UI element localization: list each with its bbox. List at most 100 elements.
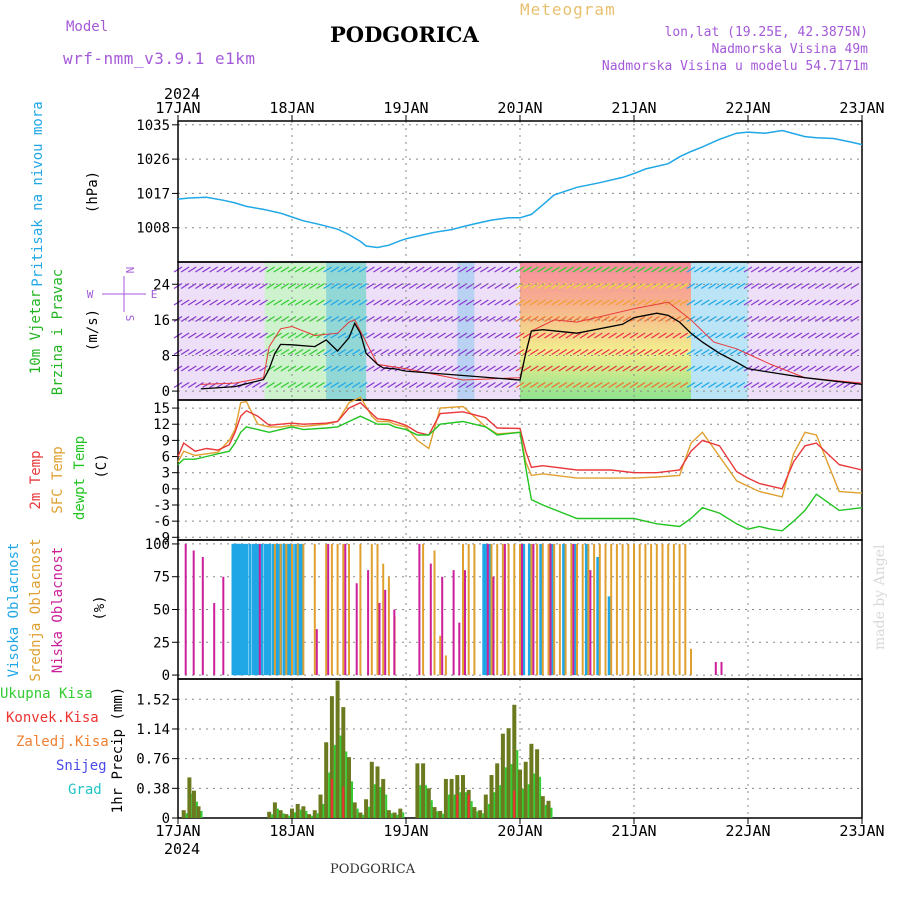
wind-barb: [814, 282, 824, 290]
wind-barb: [558, 348, 568, 356]
precip-bar-total: [375, 766, 380, 818]
precip-bar-total-edge: [288, 815, 291, 818]
wind-barb: [366, 381, 375, 389]
meteogram-label: Meteogram: [520, 0, 616, 19]
wind-barb: [807, 381, 817, 389]
wind-barb: [301, 282, 311, 290]
wind-barb: [715, 332, 724, 339]
wind-barb: [850, 299, 860, 306]
wind-barb: [679, 282, 689, 290]
wind-barb: [693, 266, 703, 273]
wind-barb: [480, 315, 489, 323]
y-tick-label: 12: [153, 417, 170, 433]
wind-barb: [209, 348, 218, 356]
wind-barb: [451, 381, 461, 389]
wind-barb: [373, 332, 382, 339]
wind-barb: [594, 315, 603, 323]
precip-bar-conv: [467, 794, 470, 818]
wind-barb: [700, 348, 710, 356]
y-tick-label: 1008: [136, 221, 170, 237]
wind-barb: [615, 381, 625, 389]
wind-barb: [686, 381, 696, 389]
wind-barb: [195, 299, 204, 306]
wind-barb: [765, 365, 774, 372]
wind-barb: [558, 365, 568, 372]
wind-barb: [679, 315, 689, 323]
wind-barb: [629, 381, 639, 389]
wind-barb: [373, 365, 382, 372]
precip-bar-conv: [330, 778, 333, 818]
wind-barb: [316, 266, 325, 273]
precip-bar-total: [443, 778, 448, 818]
wind-barb: [722, 332, 731, 339]
wind-barb: [729, 282, 739, 290]
wind-barb: [487, 348, 496, 356]
date-label-top: 19JAN: [383, 99, 428, 117]
wind-barb: [529, 315, 539, 323]
wind-barb: [786, 299, 796, 306]
wind-barb: [316, 332, 325, 339]
wind-barb: [636, 266, 646, 273]
wind-barb: [636, 348, 646, 356]
wind-barb: [551, 348, 560, 356]
precip-bar-total: [483, 794, 488, 818]
wind-barb: [444, 348, 454, 356]
wind-barb: [594, 381, 603, 389]
wind-barb: [508, 365, 518, 372]
wind-barb: [772, 348, 781, 356]
wind-barb: [230, 282, 240, 290]
wind-barb: [323, 315, 332, 323]
wind-barb: [394, 348, 404, 356]
wind-barb: [323, 365, 332, 372]
wind-barb: [266, 266, 275, 273]
wind-barb: [209, 315, 218, 323]
wind-barb: [408, 315, 418, 323]
wind-barb: [266, 315, 275, 323]
wind-barb: [594, 266, 603, 273]
precip-bar-total: [369, 761, 374, 818]
wind-barb: [722, 299, 731, 306]
wind-barb: [693, 365, 703, 372]
precip-bar-total-edge: [482, 813, 485, 818]
model-name: wrf-nmm_v3.9.1 e1km: [63, 49, 256, 68]
wind-barb: [850, 266, 860, 273]
wind-barb: [494, 315, 503, 323]
wind-barb: [814, 315, 824, 323]
wind-barb: [594, 282, 603, 290]
wind-barb: [337, 266, 347, 273]
wind-barb: [458, 381, 468, 389]
wind-barb: [209, 332, 218, 339]
wind-barb: [316, 381, 325, 389]
wind-barb: [629, 282, 639, 290]
wind-barb: [537, 381, 546, 389]
wind-barb: [807, 348, 817, 356]
wind-barb: [686, 299, 696, 306]
precip-bar-total: [278, 810, 283, 818]
wind-barb: [700, 381, 710, 389]
wind-barb: [594, 299, 603, 306]
wind-barb: [715, 315, 724, 323]
wind-barb: [693, 282, 703, 290]
wind-barb: [294, 315, 304, 323]
wind-barb: [765, 282, 774, 290]
wind-barb: [651, 299, 660, 306]
wind-barb: [223, 365, 233, 372]
wind-barb: [344, 348, 354, 356]
wind-barb: [658, 315, 667, 323]
wind-axis-label-2: Brzina i Pravac: [50, 269, 66, 395]
wind-barb: [586, 299, 596, 306]
wind-barb: [401, 332, 411, 339]
wind-barb: [679, 381, 689, 389]
y-tick-label: 1.14: [136, 722, 170, 738]
wind-barb: [822, 332, 831, 339]
y-tick-label: 0.38: [136, 781, 170, 797]
wind-barb: [836, 299, 845, 306]
wind-barb: [423, 365, 432, 372]
wind-barb: [608, 348, 617, 356]
wind-barb: [380, 266, 389, 273]
wind-barb: [380, 282, 389, 290]
wind-barb: [544, 282, 553, 290]
wind-barb: [629, 348, 639, 356]
wind-barb: [465, 266, 475, 273]
precip-bar-total-edge: [368, 806, 371, 818]
